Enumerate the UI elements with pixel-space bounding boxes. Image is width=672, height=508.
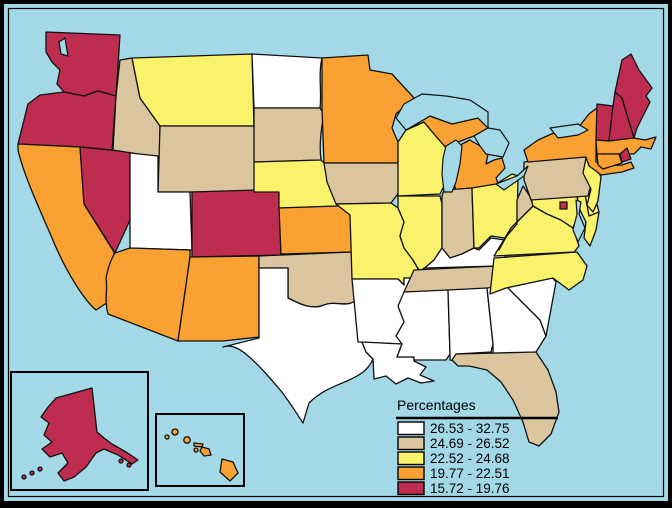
state-florida xyxy=(451,351,560,447)
state-north-carolina xyxy=(489,251,588,295)
states-layer xyxy=(17,31,657,447)
island-kauai xyxy=(171,428,179,436)
state-oregon xyxy=(17,90,117,151)
puget-sound xyxy=(58,37,69,57)
aleutian-island xyxy=(29,470,35,476)
alaska-panhandle-island xyxy=(118,458,124,464)
state-texas xyxy=(222,267,374,424)
legend-label: 22.52 - 24.68 xyxy=(430,451,510,466)
lake-ontario xyxy=(549,123,589,139)
hawaii-inset-box xyxy=(155,413,245,487)
state-california xyxy=(17,143,115,311)
map-legend: Percentages 26.53 - 32.75 24.69 - 26.52 … xyxy=(396,397,558,496)
alaska-inset-box xyxy=(10,371,149,491)
state-alaska xyxy=(40,387,139,482)
state-north-dakota xyxy=(251,53,323,109)
water-layer xyxy=(58,37,589,243)
state-kansas xyxy=(278,204,357,255)
island-hawaii xyxy=(219,458,239,482)
island-niihau xyxy=(164,434,170,440)
state-pennsylvania xyxy=(523,155,594,201)
state-minnesota xyxy=(321,54,415,164)
state-new-mexico xyxy=(177,255,260,342)
alaska-inset xyxy=(10,371,149,491)
lake-michigan xyxy=(441,139,463,193)
state-connecticut xyxy=(596,153,623,170)
state-maine xyxy=(614,53,653,139)
legend-label: 15.72 - 19.76 xyxy=(430,481,510,496)
state-alabama xyxy=(447,287,494,363)
aleutian-island xyxy=(21,474,27,480)
state-mississippi xyxy=(395,289,451,361)
alaska-panhandle-island xyxy=(126,462,132,468)
inner-border xyxy=(7,7,665,498)
legend-swatch xyxy=(397,436,425,451)
state-colorado xyxy=(191,189,282,258)
lake-huron xyxy=(473,127,510,158)
state-indiana xyxy=(441,187,475,259)
lake-superior xyxy=(395,93,489,131)
chesapeake-bay xyxy=(572,199,586,243)
state-arizona xyxy=(105,247,191,342)
state-district-of-columbia xyxy=(559,201,568,210)
aleutian-island xyxy=(37,466,43,472)
legend-title: Percentages xyxy=(397,397,476,413)
state-wyoming xyxy=(157,125,257,193)
lake-erie xyxy=(495,165,529,191)
legend-label: 19.77 - 22.51 xyxy=(430,466,510,481)
legend-swatch xyxy=(397,481,425,496)
legend-swatch xyxy=(397,466,425,481)
island-maui xyxy=(199,446,212,457)
island-lanai xyxy=(193,447,199,453)
legend-swatch xyxy=(397,421,425,436)
island-oahu xyxy=(183,436,191,444)
island-molokai xyxy=(193,442,204,448)
legend-swatch xyxy=(397,451,425,466)
legend-label: 26.53 - 32.75 xyxy=(430,421,510,436)
state-south-dakota xyxy=(253,107,325,163)
legend-label: 24.69 - 26.52 xyxy=(430,436,510,451)
state-iowa xyxy=(323,162,406,205)
hawaii-inset xyxy=(155,413,245,487)
